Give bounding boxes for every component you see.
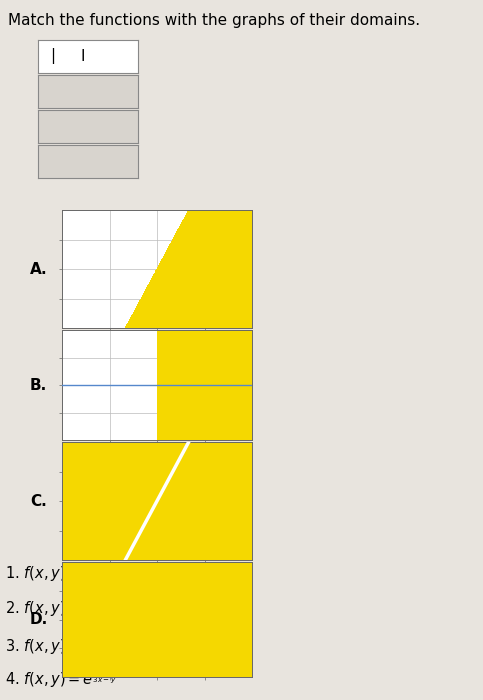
Text: I: I	[81, 49, 85, 64]
Text: 2. $f(x, y) = 3x - y$: 2. $f(x, y) = 3x - y$	[5, 599, 129, 618]
Text: 3. $f(x, y) = \sqrt{x^3y^2}$: 3. $f(x, y) = \sqrt{x^3y^2}$	[5, 630, 133, 657]
Text: Match the functions with the graphs of their domains.: Match the functions with the graphs of t…	[8, 13, 420, 29]
Text: A.: A.	[30, 262, 48, 276]
Text: 1. $f(x, y) = \ln(3x - y)$: 1. $f(x, y) = \ln(3x - y)$	[5, 564, 153, 583]
Text: C.: C.	[30, 494, 47, 508]
Text: |: |	[50, 48, 56, 64]
Text: D.: D.	[30, 612, 48, 627]
Text: B.: B.	[30, 377, 47, 393]
Text: 4. $f(x, y) = e^{\frac{1}{3x-y}}$: 4. $f(x, y) = e^{\frac{1}{3x-y}}$	[5, 666, 116, 690]
